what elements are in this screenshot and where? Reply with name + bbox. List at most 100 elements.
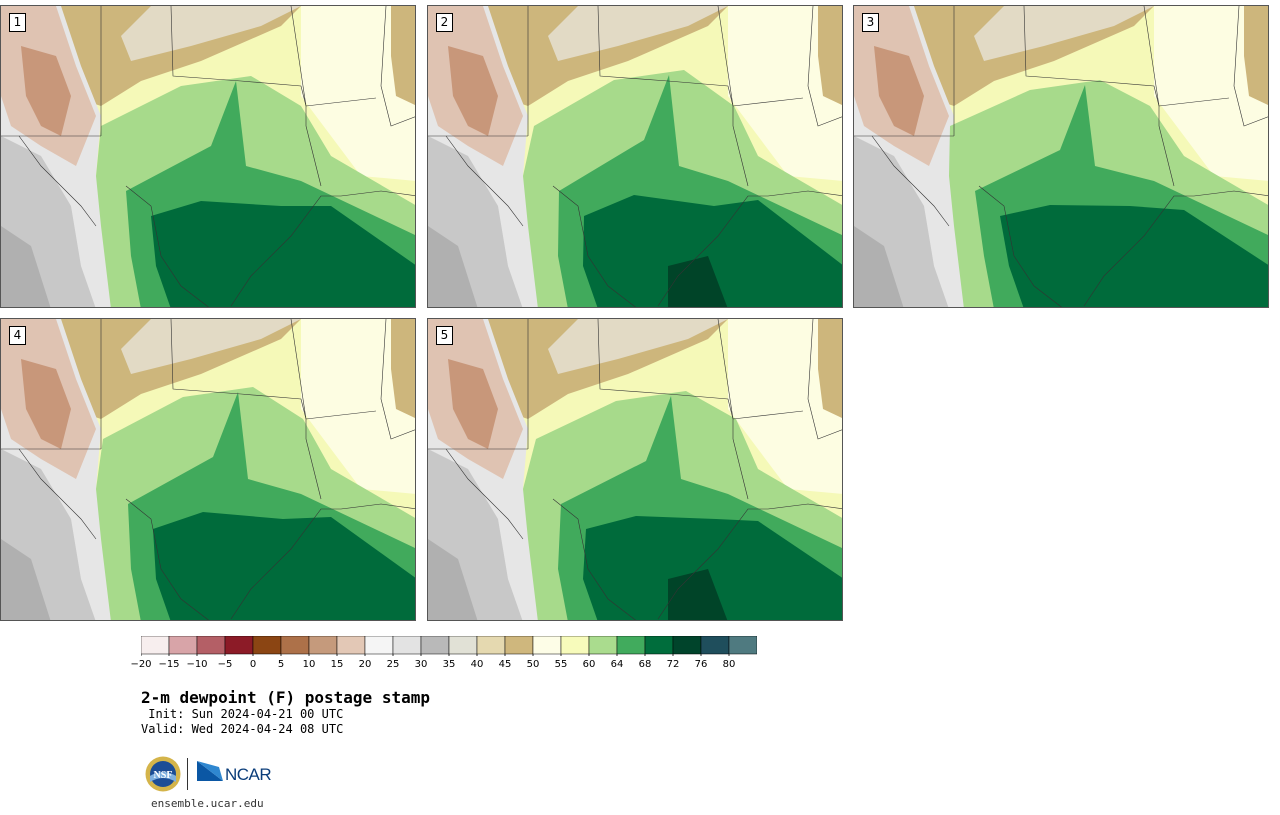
state-boundary xyxy=(1023,6,1160,107)
state-boundary xyxy=(380,6,415,127)
dewpoint-field-pale xyxy=(1154,6,1268,181)
dewpoint-field-brown-mid xyxy=(21,359,71,449)
dewpoint-field-west-dark xyxy=(428,226,478,307)
colorbar-swatch xyxy=(700,636,730,655)
dewpoint-field-dark-green xyxy=(583,195,842,307)
state-boundary xyxy=(125,185,209,307)
colorbar-swatch xyxy=(252,636,282,655)
ensemble-member-panel[interactable]: 4 xyxy=(0,318,416,621)
dewpoint-field-beige xyxy=(548,319,728,374)
colorbar-swatch xyxy=(560,636,590,655)
colorbar-tick-label: −5 xyxy=(217,659,233,670)
colorbar-tick-label: 60 xyxy=(582,659,596,670)
nsf-logo-text: NSF xyxy=(154,770,173,781)
member-number-label: 2 xyxy=(436,13,453,32)
dewpoint-field-beige xyxy=(548,6,728,61)
member-number-label: 5 xyxy=(436,326,453,345)
colorbar-swatch xyxy=(644,636,674,655)
member-number-label: 4 xyxy=(9,326,26,345)
colorbar-tick-labels: −20 −15 −10 −5 0 5 10 15 20 25 30 35 40 45 50 55 60 64 68 7… xyxy=(0,659,900,673)
state-boundary xyxy=(125,498,209,620)
colorbar-tick-label: 10 xyxy=(302,659,316,670)
colorbar-swatch xyxy=(476,636,506,655)
ensemble-member-panel[interactable]: 3 xyxy=(853,5,1269,308)
dewpoint-field-beige xyxy=(121,319,301,374)
state-boundary xyxy=(18,135,97,227)
state-boundary xyxy=(807,319,842,440)
member-number-label: 1 xyxy=(9,13,26,32)
state-boundary xyxy=(1158,97,1230,107)
dewpoint-field-pale xyxy=(728,319,842,494)
colorbar-swatch xyxy=(420,636,450,655)
state-boundary xyxy=(305,410,377,420)
dewpoint-field-tan-east xyxy=(818,6,842,106)
dewpoint-field-tan-east xyxy=(1244,6,1268,106)
dewpoint-field-pale xyxy=(301,6,415,181)
dewpoint-field-dark-green xyxy=(583,516,842,620)
dewpoint-field-pale xyxy=(728,6,842,181)
colorbar-swatch xyxy=(728,636,757,655)
colorbar-swatch xyxy=(532,636,562,655)
chart-title: 2-m dewpoint (F) postage stamp xyxy=(141,688,430,707)
state-boundary xyxy=(230,190,415,307)
dewpoint-field-tan-east xyxy=(391,6,415,106)
website-link[interactable]: ensemble.ucar.edu xyxy=(151,797,264,810)
colorbar-tick-label: 40 xyxy=(470,659,484,670)
colorbar-tick-label: 50 xyxy=(526,659,540,670)
dewpoint-field-dark-green xyxy=(1000,205,1268,307)
nsf-logo[interactable]: NSF xyxy=(145,756,181,792)
dewpoint-field-darkest-green xyxy=(668,569,728,620)
state-boundary xyxy=(657,190,842,307)
init-time: Init: Sun 2024-04-21 00 UTC xyxy=(141,707,344,721)
state-boundary xyxy=(807,6,842,127)
dewpoint-field-west-dark xyxy=(428,539,478,620)
colorbar-swatch xyxy=(504,636,534,655)
dewpoint-field-pale xyxy=(301,319,415,494)
colorbar-tick-label: 25 xyxy=(386,659,400,670)
ncar-logo-text: NCAR xyxy=(225,765,272,784)
dewpoint-map xyxy=(428,319,842,620)
dewpoint-field-brown-mid xyxy=(21,46,71,136)
colorbar-swatch xyxy=(224,636,254,655)
colorbar-tick-label: 64 xyxy=(610,659,624,670)
colorbar-tick-label: 72 xyxy=(666,659,680,670)
colorbar-swatch xyxy=(336,636,366,655)
member-number-label: 3 xyxy=(862,13,879,32)
state-boundary xyxy=(597,319,734,420)
colorbar-swatch xyxy=(364,636,394,655)
state-boundary xyxy=(717,6,749,187)
colorbar-tick-label: 45 xyxy=(498,659,512,670)
state-boundary xyxy=(1233,6,1268,127)
state-boundary xyxy=(170,6,307,107)
state-boundary xyxy=(170,319,307,420)
state-boundary xyxy=(552,498,636,620)
dewpoint-field-dark-green xyxy=(151,201,415,307)
state-boundary xyxy=(657,503,842,620)
ensemble-member-panel[interactable]: 5 xyxy=(427,318,843,621)
colorbar-swatch xyxy=(672,636,702,655)
colorbar-tick-label: 76 xyxy=(694,659,708,670)
dewpoint-field-beige xyxy=(121,6,301,61)
colorbar-tick-label: 55 xyxy=(554,659,568,670)
ensemble-member-panel[interactable]: 1 xyxy=(0,5,416,308)
state-boundary xyxy=(552,185,636,307)
state-boundary xyxy=(1143,6,1175,187)
colorbar-swatch xyxy=(588,636,618,655)
state-boundary xyxy=(445,135,524,227)
state-boundary xyxy=(290,319,322,500)
colorbar-tick-label: 68 xyxy=(638,659,652,670)
state-boundary xyxy=(18,448,97,540)
ensemble-member-panel[interactable]: 2 xyxy=(427,5,843,308)
colorbar-swatch xyxy=(280,636,310,655)
state-boundary xyxy=(871,135,950,227)
dewpoint-field-tan-east xyxy=(391,319,415,419)
valid-time: Valid: Wed 2024-04-24 08 UTC xyxy=(141,722,344,736)
dewpoint-map xyxy=(1,6,415,307)
ncar-logo[interactable] xyxy=(197,761,225,783)
colorbar-swatch xyxy=(308,636,338,655)
dewpoint-field-darkest-green xyxy=(668,256,728,307)
colorbar-tick-label: 5 xyxy=(277,659,285,670)
state-boundary xyxy=(717,319,749,500)
state-boundary xyxy=(380,319,415,440)
sponsor-logos: NSF NCAR xyxy=(145,756,285,792)
